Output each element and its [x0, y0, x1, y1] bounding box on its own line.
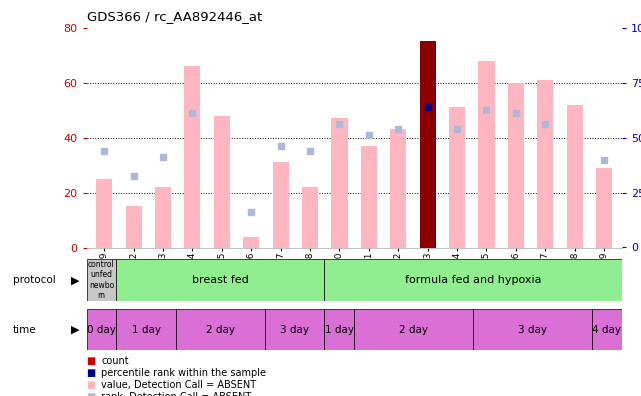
Text: time: time [13, 325, 37, 335]
Text: GDS366 / rc_AA892446_at: GDS366 / rc_AA892446_at [87, 10, 262, 23]
Bar [324, 309, 354, 350]
Bar [390, 129, 406, 248]
Text: count: count [101, 356, 129, 366]
Bar [265, 309, 324, 350]
Text: control
unfed
newbo
rn: control unfed newbo rn [88, 260, 115, 300]
Text: 3 day: 3 day [280, 325, 309, 335]
Bar [420, 42, 436, 248]
Bar [87, 259, 116, 301]
Bar [96, 179, 112, 248]
Text: formula fed and hypoxia: formula fed and hypoxia [405, 275, 542, 285]
Text: 4 day: 4 day [592, 325, 621, 335]
Bar [592, 309, 622, 350]
Text: 3 day: 3 day [518, 325, 547, 335]
Text: percentile rank within the sample: percentile rank within the sample [101, 368, 266, 378]
Text: ▶: ▶ [71, 275, 79, 285]
Bar [537, 80, 553, 248]
Bar [508, 83, 524, 248]
Text: ■: ■ [87, 380, 96, 390]
Bar [354, 309, 473, 350]
Text: 2 day: 2 day [206, 325, 235, 335]
Bar [596, 168, 612, 248]
Bar [126, 206, 142, 248]
Bar [449, 107, 465, 248]
Bar [567, 105, 583, 248]
Bar [331, 118, 347, 248]
Text: value, Detection Call = ABSENT: value, Detection Call = ABSENT [101, 380, 256, 390]
Bar [361, 146, 377, 248]
Text: ■: ■ [87, 392, 96, 396]
Bar [185, 66, 201, 248]
Bar [243, 236, 260, 248]
Text: 1 day: 1 day [131, 325, 160, 335]
Bar [176, 309, 265, 350]
Bar [302, 187, 318, 248]
Bar [116, 309, 176, 350]
Text: 1 day: 1 day [325, 325, 354, 335]
Text: protocol: protocol [13, 275, 56, 285]
Text: 2 day: 2 day [399, 325, 428, 335]
Text: ▶: ▶ [71, 325, 79, 335]
Bar [324, 259, 622, 301]
Bar [478, 61, 495, 247]
Bar [473, 309, 592, 350]
Text: breast fed: breast fed [192, 275, 249, 285]
Text: rank, Detection Call = ABSENT: rank, Detection Call = ABSENT [101, 392, 251, 396]
Text: 0 day: 0 day [87, 325, 116, 335]
Text: ■: ■ [87, 356, 96, 366]
Bar [272, 162, 288, 248]
Bar [155, 187, 171, 248]
Text: ■: ■ [87, 368, 96, 378]
Bar [116, 259, 324, 301]
Bar [87, 309, 116, 350]
Bar [213, 116, 230, 248]
